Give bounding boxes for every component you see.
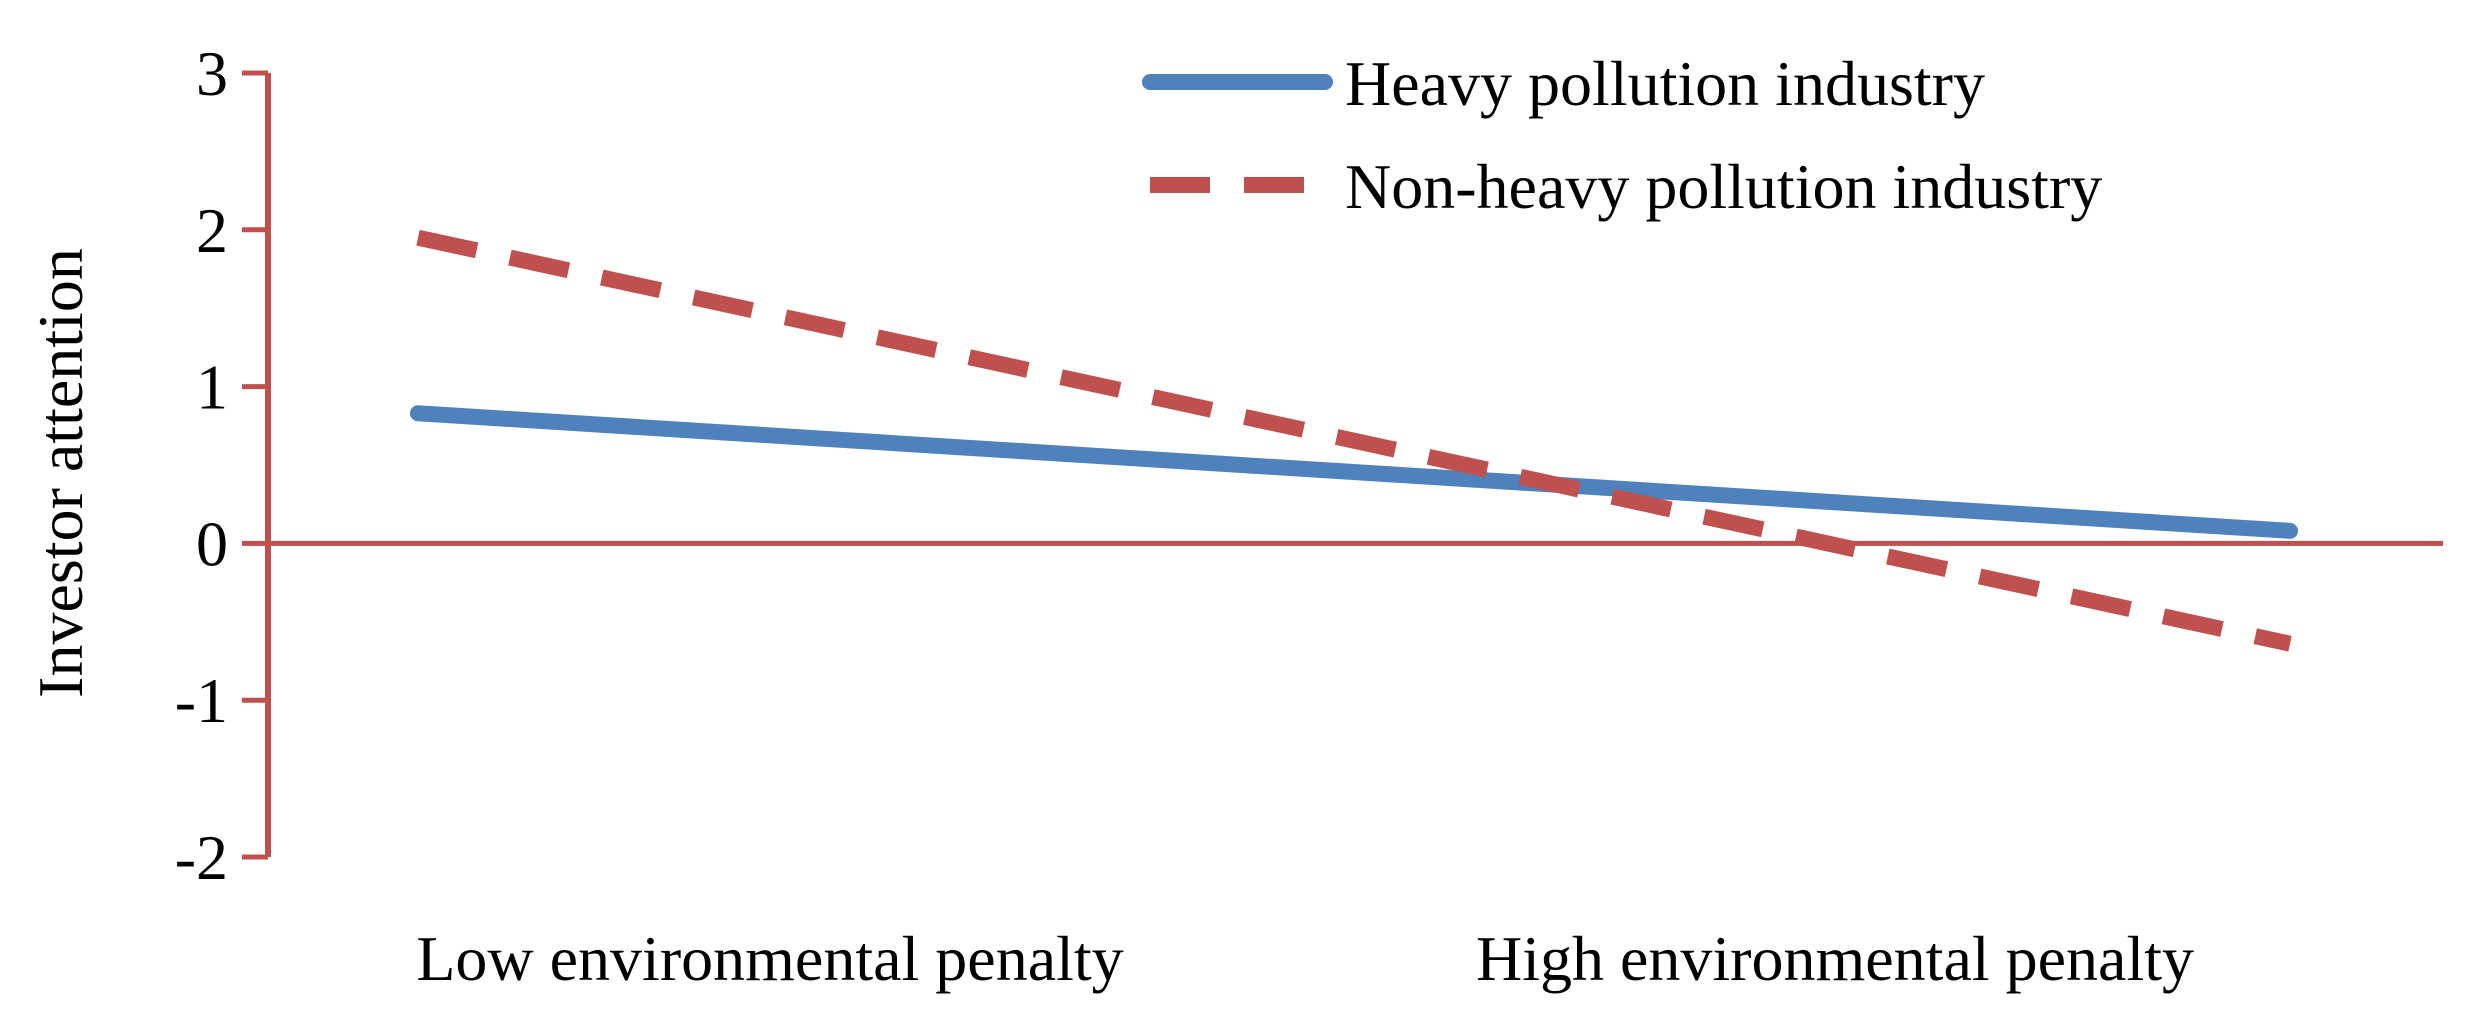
legend-label-non-heavy-pollution: Non-heavy pollution industry (1345, 151, 2102, 222)
y-tick-label: 1 (196, 352, 228, 423)
y-tick-labels: 3 2 1 0 -1 -2 (175, 38, 228, 893)
x-category-label-high: High environmental penalty (1476, 923, 2194, 994)
y-tick-label: -1 (175, 665, 228, 736)
legend: Heavy pollution industry Non-heavy pollu… (1142, 48, 2102, 222)
y-tick-label: 3 (196, 38, 228, 109)
y-axis-title: Investor attention (25, 248, 96, 698)
y-ticks (242, 70, 268, 860)
x-category-label-low: Low environmental penalty (416, 923, 1123, 994)
series-lines (410, 229, 2298, 652)
series-line-non-heavy-pollution (416, 229, 2292, 652)
y-tick-label: 0 (196, 508, 228, 579)
legend-label-heavy-pollution: Heavy pollution industry (1345, 48, 1985, 119)
y-tick-label: -2 (175, 822, 228, 893)
y-tick-label: 2 (196, 195, 228, 266)
series-line-heavy-pollution (410, 405, 2298, 539)
